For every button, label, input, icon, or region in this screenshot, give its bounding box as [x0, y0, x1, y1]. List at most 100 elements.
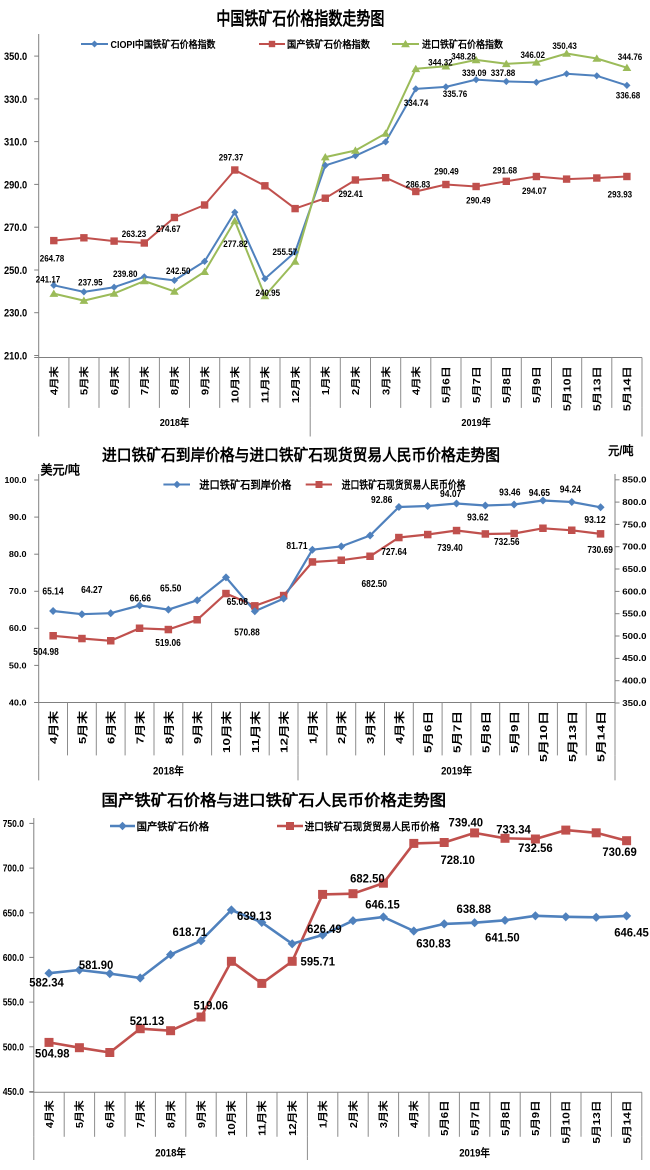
svg-text:5月7日: 5月7日 — [469, 1101, 481, 1136]
svg-text:4月末: 4月末 — [48, 366, 61, 395]
svg-text:92.86: 92.86 — [371, 495, 393, 506]
svg-text:264.78: 264.78 — [40, 253, 65, 264]
svg-text:10月末: 10月末 — [229, 366, 242, 403]
svg-text:344.32: 344.32 — [428, 57, 453, 68]
svg-text:10月末: 10月末 — [220, 710, 233, 753]
svg-text:350.43: 350.43 — [552, 41, 577, 52]
svg-text:进口铁矿石现货贸易人民币价格: 进口铁矿石现货贸易人民币价格 — [342, 478, 467, 492]
svg-text:7月末: 7月末 — [134, 1099, 147, 1128]
svg-text:5月7日: 5月7日 — [452, 711, 464, 753]
svg-text:12月末: 12月末 — [289, 366, 302, 403]
svg-text:450.0: 450.0 — [622, 653, 646, 663]
svg-text:2019年: 2019年 — [461, 416, 491, 429]
svg-text:进口铁矿石到岸价格: 进口铁矿石到岸价格 — [199, 478, 292, 492]
svg-text:337.88: 337.88 — [491, 68, 516, 79]
svg-text:国产铁矿石价格与进口铁矿石人民币价格走势图: 国产铁矿石价格与进口铁矿石人民币价格走势图 — [102, 791, 446, 810]
svg-text:5月6日: 5月6日 — [423, 711, 435, 753]
svg-text:310.0: 310.0 — [4, 137, 27, 149]
svg-text:339.09: 339.09 — [462, 68, 487, 79]
svg-text:3月末: 3月末 — [377, 1099, 390, 1128]
svg-text:进口铁矿石价格指数: 进口铁矿石价格指数 — [422, 38, 504, 51]
svg-text:570.88: 570.88 — [234, 628, 260, 639]
svg-text:70.0: 70.0 — [9, 587, 27, 596]
svg-text:9月末: 9月末 — [198, 366, 211, 395]
svg-text:728.10: 728.10 — [440, 855, 475, 867]
svg-text:290.49: 290.49 — [434, 166, 459, 177]
svg-text:5月9日: 5月9日 — [531, 366, 543, 403]
svg-text:241.17: 241.17 — [36, 274, 61, 285]
svg-text:5月14日: 5月14日 — [622, 366, 634, 411]
svg-text:650.0: 650.0 — [3, 908, 25, 919]
svg-text:94.65: 94.65 — [529, 488, 551, 499]
svg-text:2019年: 2019年 — [459, 1146, 490, 1160]
svg-text:4月末: 4月末 — [43, 1099, 56, 1128]
svg-text:81.71: 81.71 — [286, 541, 308, 552]
svg-text:5月14日: 5月14日 — [596, 711, 608, 762]
svg-text:4月末: 4月末 — [409, 366, 422, 395]
svg-text:550.0: 550.0 — [3, 998, 25, 1009]
svg-text:5月6日: 5月6日 — [441, 366, 453, 403]
svg-text:6月末: 6月末 — [108, 366, 121, 395]
svg-text:290.49: 290.49 — [466, 196, 491, 207]
svg-text:730.69: 730.69 — [602, 847, 637, 859]
svg-text:700.0: 700.0 — [622, 542, 646, 552]
svg-text:293.93: 293.93 — [608, 189, 633, 200]
svg-text:348.28: 348.28 — [451, 52, 476, 63]
svg-text:519.06: 519.06 — [155, 638, 181, 649]
svg-text:65.14: 65.14 — [42, 587, 64, 598]
svg-text:93.62: 93.62 — [467, 512, 489, 523]
svg-text:727.64: 727.64 — [381, 547, 407, 558]
svg-text:641.50: 641.50 — [485, 933, 520, 945]
svg-text:11月末: 11月末 — [256, 1099, 269, 1136]
svg-text:5月13日: 5月13日 — [591, 1101, 603, 1144]
svg-text:2019年: 2019年 — [441, 764, 472, 778]
svg-text:618.71: 618.71 — [173, 927, 208, 939]
svg-text:5月10日: 5月10日 — [538, 711, 550, 762]
svg-text:94.07: 94.07 — [440, 489, 462, 500]
svg-text:66.66: 66.66 — [130, 594, 152, 605]
svg-text:93.46: 93.46 — [499, 487, 521, 498]
svg-text:274.67: 274.67 — [156, 224, 181, 235]
svg-text:294.07: 294.07 — [522, 186, 547, 197]
svg-text:732.56: 732.56 — [518, 843, 553, 855]
svg-text:346.02: 346.02 — [520, 50, 545, 61]
svg-text:334.74: 334.74 — [404, 98, 429, 109]
svg-text:739.40: 739.40 — [437, 543, 463, 554]
svg-text:336.68: 336.68 — [616, 90, 641, 101]
svg-text:2018年: 2018年 — [153, 764, 184, 778]
svg-text:5月末: 5月末 — [76, 710, 89, 744]
svg-text:500.0: 500.0 — [3, 1042, 25, 1053]
svg-text:80.0: 80.0 — [9, 550, 27, 559]
svg-text:9月末: 9月末 — [191, 710, 204, 744]
svg-text:646.45: 646.45 — [614, 928, 649, 940]
svg-text:2018年: 2018年 — [155, 1146, 186, 1160]
svg-text:646.15: 646.15 — [365, 899, 400, 911]
svg-text:263.23: 263.23 — [122, 229, 147, 240]
svg-text:3月末: 3月末 — [364, 710, 377, 744]
svg-text:5月9日: 5月9日 — [530, 1101, 542, 1136]
svg-text:CIOPI中国铁矿石价格指数: CIOPI中国铁矿石价格指数 — [111, 38, 217, 51]
svg-text:250.0: 250.0 — [4, 265, 27, 277]
svg-text:344.76: 344.76 — [618, 52, 643, 63]
svg-text:7月末: 7月末 — [138, 366, 151, 395]
svg-text:1月末: 1月末 — [319, 366, 332, 395]
svg-text:12月末: 12月末 — [286, 1099, 299, 1136]
svg-text:2月末: 2月末 — [347, 1099, 360, 1128]
svg-text:630.83: 630.83 — [416, 938, 451, 950]
svg-text:64.27: 64.27 — [81, 585, 103, 596]
svg-text:5月8日: 5月8日 — [500, 1101, 512, 1136]
svg-text:3月末: 3月末 — [379, 366, 392, 395]
svg-text:2月末: 2月末 — [335, 710, 348, 744]
svg-text:800.0: 800.0 — [622, 497, 646, 507]
svg-text:90.0: 90.0 — [9, 513, 27, 522]
svg-text:650.0: 650.0 — [622, 564, 646, 574]
svg-text:5月末: 5月末 — [73, 1099, 86, 1128]
svg-text:进口铁矿石到岸价格与进口铁矿石现货贸易人民币价格走势图: 进口铁矿石到岸价格与进口铁矿石现货贸易人民币价格走势图 — [102, 446, 500, 465]
svg-text:270.0: 270.0 — [4, 222, 27, 234]
svg-text:521.13: 521.13 — [130, 1016, 165, 1028]
svg-text:国产铁矿石价格: 国产铁矿石价格 — [137, 820, 210, 833]
svg-text:40.0: 40.0 — [9, 698, 27, 707]
svg-text:450.0: 450.0 — [3, 1087, 25, 1098]
svg-text:8月末: 8月末 — [162, 710, 175, 744]
svg-text:60.0: 60.0 — [9, 624, 27, 633]
